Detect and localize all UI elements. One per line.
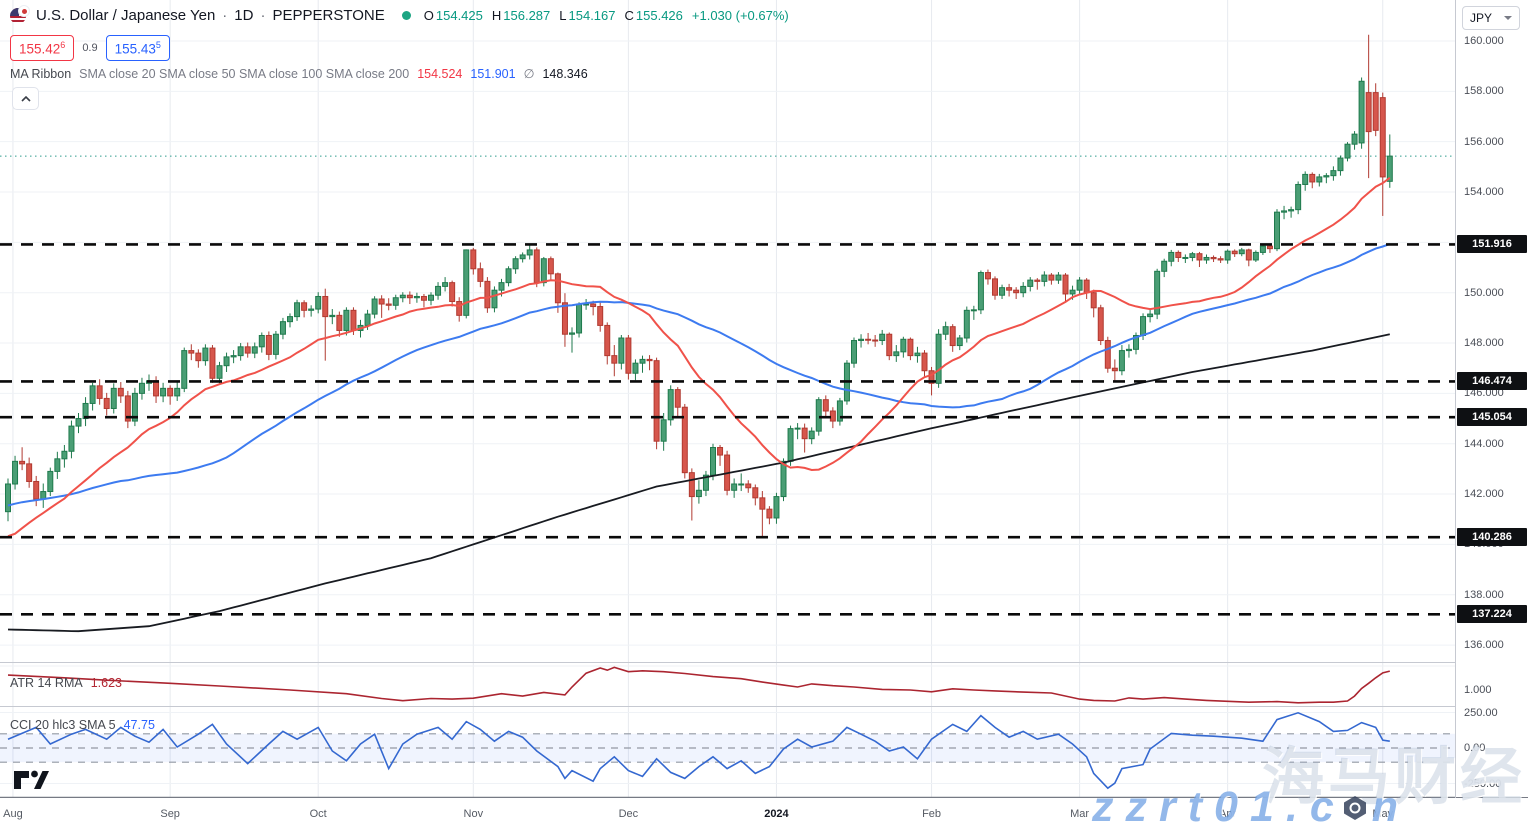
price-level-tag: 146.474	[1457, 372, 1527, 391]
price-axis-label: 154.000	[1464, 186, 1504, 199]
ma-ribbon-legend[interactable]: MA Ribbon SMA close 20 SMA close 50 SMA …	[10, 66, 588, 82]
spread-value: 0.9	[82, 41, 98, 54]
price-axis-label: 142.000	[1464, 488, 1504, 501]
atr-value: 1.623	[90, 676, 122, 690]
price-axis-label: 148.000	[1464, 337, 1504, 350]
price-axis-label: 150.000	[1464, 286, 1504, 299]
chevron-down-icon	[1504, 16, 1512, 20]
sma50-line	[7, 243, 1391, 507]
time-axis-label: May	[1372, 808, 1394, 820]
tradingview-logo-icon[interactable]	[13, 769, 49, 791]
symbol-flag-icon	[10, 6, 29, 25]
quote-row: 155.426 0.9 155.435	[10, 35, 170, 61]
cci-axis-label: -250.00	[1464, 777, 1502, 790]
sell-price-button[interactable]: 155.426	[10, 35, 75, 61]
atr-line	[7, 666, 1390, 704]
time-axis-label: Sep	[160, 808, 180, 820]
collapse-legend-button[interactable]	[12, 87, 39, 110]
price-axis-label: 138.000	[1464, 588, 1504, 601]
ohlc-pair: H 156.287	[491, 8, 551, 23]
chevron-up-icon	[20, 95, 31, 102]
price-axis-label: 158.000	[1464, 85, 1504, 98]
price-axis-label: 160.000	[1464, 35, 1504, 47]
currency-label: JPY	[1470, 11, 1493, 25]
time-axis-label: Dec	[618, 808, 639, 820]
currency-dropdown[interactable]: JPY	[1462, 6, 1520, 30]
ohlc-pair: L 154.167	[559, 8, 616, 23]
ohlc-values: O 154.425 H 156.287 L 154.167 C 155.426	[424, 8, 683, 23]
title-separator: ·	[260, 7, 266, 24]
cci-axis-label: 0.00	[1464, 742, 1486, 754]
indicator-params: SMA close 20 SMA close 50 SMA close 100 …	[79, 66, 410, 81]
symbol-header: U.S. Dollar / Japanese Yen · 1D · PEPPER…	[10, 6, 789, 25]
price-axis-label: 136.000	[1464, 639, 1504, 652]
ohlc-pair: O 154.425	[423, 8, 483, 23]
indicator-name: MA Ribbon	[10, 66, 72, 81]
ohlc-pair: C 155.426	[624, 8, 683, 23]
cci-indicator-name: CCI 20 hlc3 SMA 5	[10, 718, 116, 732]
exchange-name[interactable]: PEPPERSTONE	[272, 7, 385, 24]
time-axis[interactable]: Aug Sep Oct Nov Dec 2024 Feb Mar Apr May	[0, 798, 1528, 833]
price-level-tag: 145.054	[1457, 408, 1527, 427]
cci-legend[interactable]: CCI 20 hlc3 SMA 5 47.75	[10, 718, 155, 732]
candles-layer	[5, 34, 1393, 539]
cci-line	[7, 711, 1390, 790]
atr-indicator-name: ATR 14 RMA	[10, 676, 83, 690]
sma200-line	[7, 333, 1390, 633]
price-level-tag: 151.916	[1457, 235, 1527, 254]
cci-axis-label: 250.00	[1464, 706, 1498, 719]
sma200-value: 148.346	[542, 66, 588, 81]
sma100-value: ∅	[523, 67, 535, 81]
price-axis-label: 156.000	[1464, 135, 1504, 148]
price-level-tag: 140.286	[1457, 528, 1527, 547]
price-change: +1.030 (+0.67%)	[691, 8, 789, 23]
interval-value[interactable]: 1D	[234, 7, 254, 24]
time-axis-label: Nov	[463, 808, 484, 820]
buy-price-button[interactable]: 155.435	[105, 35, 170, 61]
time-axis-label: Apr	[1219, 808, 1237, 820]
time-axis-label: Aug	[3, 808, 23, 820]
time-axis-label: Mar	[1070, 808, 1090, 820]
market-open-dot-icon	[401, 11, 411, 20]
atr-legend[interactable]: ATR 14 RMA 1.623	[10, 676, 122, 690]
sma20-line	[7, 176, 1391, 538]
cci-value: 47.75	[123, 718, 155, 732]
title-separator: ·	[222, 7, 228, 24]
sma50-value: 151.901	[470, 66, 516, 81]
symbol-title[interactable]: U.S. Dollar / Japanese Yen	[36, 7, 216, 24]
time-axis-label: 2024	[764, 808, 789, 820]
time-axis-label: Feb	[922, 808, 942, 820]
atr-axis-label: 1.000	[1464, 684, 1492, 696]
price-axis[interactable]: 160.000158.000156.000154.000152.000150.0…	[1456, 0, 1528, 797]
sma20-value: 154.524	[417, 66, 463, 81]
time-axis-label: Oct	[309, 808, 327, 820]
price-level-tag: 137.224	[1457, 605, 1527, 624]
price-axis-label: 144.000	[1464, 437, 1504, 450]
